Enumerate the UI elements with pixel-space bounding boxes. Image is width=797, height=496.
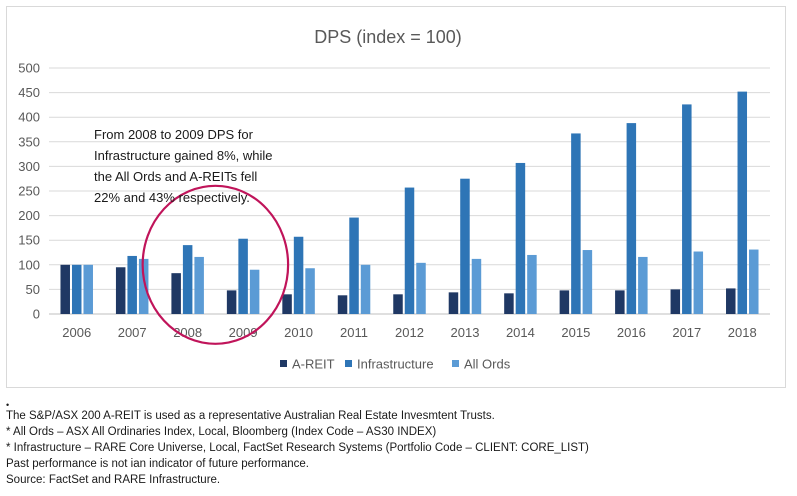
bar-infrastructure xyxy=(293,236,304,314)
y-tick-label: 400 xyxy=(18,110,40,125)
bar-a-reit xyxy=(115,267,126,314)
annotation-text: Infrastructure gained 8%, while xyxy=(94,148,272,163)
bar-infrastructure xyxy=(460,178,470,314)
x-tick-label: 2014 xyxy=(506,325,535,340)
bar-infrastructure xyxy=(182,245,193,314)
annotation-text: From 2008 to 2009 DPS for xyxy=(94,127,254,142)
bar-all-ords xyxy=(749,249,759,314)
footnote-line: Past performance is not ian indicator of… xyxy=(6,458,309,470)
legend: A-REIT Infrastructure All Ords xyxy=(280,357,511,372)
x-tick-label: 2013 xyxy=(451,325,480,340)
chart-title: DPS (index = 100) xyxy=(314,27,462,47)
y-tick-label: 250 xyxy=(18,184,40,199)
y-tick-label: 0 xyxy=(33,307,40,322)
bar-all-ords xyxy=(360,264,371,314)
footnote-line: The S&P/ASX 200 A-REIT is used as a repr… xyxy=(6,410,495,422)
y-tick-label: 350 xyxy=(18,134,40,149)
bar-all-ords xyxy=(83,264,93,314)
bar-a-reit xyxy=(171,273,181,314)
x-tick-label: 2012 xyxy=(395,325,424,340)
bar-infrastructure xyxy=(571,133,581,314)
bar-all-ords xyxy=(194,256,204,314)
bar-infrastructure xyxy=(737,91,748,314)
bar-infrastructure xyxy=(682,104,692,315)
bar-a-reit xyxy=(226,290,237,314)
y-tick-label: 450 xyxy=(18,85,40,100)
legend-swatch xyxy=(452,360,459,367)
y-tick-label: 300 xyxy=(18,159,40,174)
x-tick-label: 2009 xyxy=(229,325,258,340)
x-axis: 2006 2007 2008 2009 2010 2011 2012 2013 2014 2015… xyxy=(62,325,756,340)
x-tick-label: 2007 xyxy=(118,325,147,340)
bar-infrastructure xyxy=(404,187,415,314)
bar-all-ords xyxy=(638,256,648,314)
bar-all-ords xyxy=(582,250,593,314)
y-tick-label: 100 xyxy=(18,257,40,272)
legend-label: A-REIT xyxy=(292,357,335,372)
y-tick-label: 50 xyxy=(26,282,40,297)
bar-a-reit xyxy=(670,289,681,314)
bar-a-reit xyxy=(448,292,459,314)
footnote-line: * All Ords – ASX All Ordinaries Index, L… xyxy=(6,426,437,438)
annotation: From 2008 to 2009 DPS for Infrastructure … xyxy=(94,127,290,345)
bars xyxy=(60,91,759,315)
bar-all-ords xyxy=(138,258,149,314)
legend-label: Infrastructure xyxy=(357,357,434,372)
bar-a-reit xyxy=(504,293,514,314)
x-tick-label: 2016 xyxy=(617,325,646,340)
bar-infrastructure xyxy=(626,123,637,314)
legend-swatch xyxy=(345,360,352,367)
y-tick-label: 500 xyxy=(18,61,40,76)
bar-infrastructure xyxy=(515,162,526,314)
x-tick-label: 2017 xyxy=(672,325,701,340)
bar-infrastructure xyxy=(127,255,137,314)
footnote-line: Source: FactSet and RARE Infrastructure. xyxy=(6,474,221,486)
bar-all-ords xyxy=(527,254,537,314)
annotation-text: the All Ords and A-REITs fell xyxy=(94,169,257,184)
footnote-line: * Infrastructure – RARE Core Universe, L… xyxy=(6,442,589,454)
bar-a-reit xyxy=(726,288,736,314)
x-tick-label: 2008 xyxy=(173,325,202,340)
dps-bar-chart: DPS (index = 100) 0 50 100 150 200 250 300 350 4… xyxy=(18,27,770,372)
legend-swatch xyxy=(280,360,287,367)
x-tick-label: 2015 xyxy=(561,325,590,340)
x-tick-label: 2010 xyxy=(284,325,313,340)
bar-a-reit xyxy=(615,290,625,314)
x-tick-label: 2018 xyxy=(728,325,757,340)
footnote-bullet: • xyxy=(6,400,10,410)
bar-a-reit xyxy=(282,294,292,314)
y-tick-label: 200 xyxy=(18,208,40,223)
y-axis: 0 50 100 150 200 250 300 350 400 450 500 xyxy=(18,61,40,322)
gridlines xyxy=(49,67,770,315)
legend-label: All Ords xyxy=(464,357,511,372)
bar-infrastructure xyxy=(71,264,82,314)
annotation-text: 22% and 43% respectively. xyxy=(94,190,250,205)
highlight-ellipse xyxy=(141,184,290,345)
bar-infrastructure xyxy=(349,217,359,314)
bar-a-reit xyxy=(393,294,403,314)
bar-all-ords xyxy=(471,258,482,314)
x-tick-label: 2006 xyxy=(62,325,91,340)
bar-all-ords xyxy=(249,269,260,314)
bar-a-reit xyxy=(60,264,70,314)
bar-all-ords xyxy=(416,262,426,314)
bar-all-ords xyxy=(693,251,704,314)
chart-frame xyxy=(6,6,786,388)
footnotes: • The S&P/ASX 200 A-REIT is used as a re… xyxy=(6,400,786,488)
y-tick-label: 150 xyxy=(18,233,40,248)
bar-all-ords xyxy=(305,268,315,314)
x-tick-label: 2011 xyxy=(340,325,368,340)
bar-a-reit xyxy=(337,295,348,314)
bar-a-reit xyxy=(559,290,570,314)
bar-infrastructure xyxy=(238,238,248,314)
